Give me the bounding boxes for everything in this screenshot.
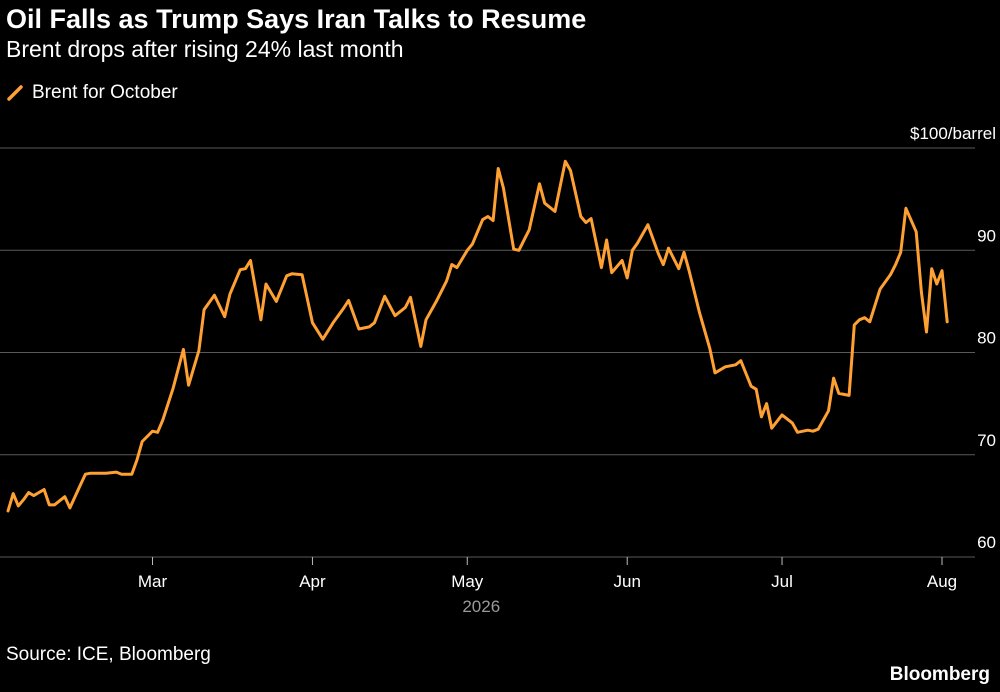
y-tick-label-90: 90: [977, 226, 996, 245]
x-tick-label-aug: Aug: [927, 572, 957, 591]
y-tick-label-100: $100/barrel: [910, 124, 996, 143]
x-tick-label-jul: Jul: [771, 572, 793, 591]
legend: Brent for October: [6, 82, 178, 104]
chart-subtitle: Brent drops after rising 24% last month: [6, 36, 404, 62]
x-tick-label-may: May: [451, 572, 484, 591]
x-tick-label-apr: Apr: [299, 572, 326, 591]
x-tick-label-mar: Mar: [138, 572, 168, 591]
y-tick-label-80: 80: [977, 329, 996, 348]
chart-title: Oil Falls as Trump Says Iran Talks to Re…: [6, 4, 587, 34]
legend-swatch-icon: [7, 85, 23, 101]
x-tick-label-jun: Jun: [614, 572, 641, 591]
source-note: Source: ICE, Bloomberg: [6, 644, 211, 665]
y-tick-label-60: 60: [977, 533, 996, 552]
series-line-0: [6, 159, 949, 513]
legend-label: Brent for October: [32, 82, 178, 103]
x-axis-year-label: 2026: [462, 597, 500, 616]
brand-logo: Bloomberg: [889, 664, 990, 685]
y-tick-label-70: 70: [977, 431, 996, 450]
